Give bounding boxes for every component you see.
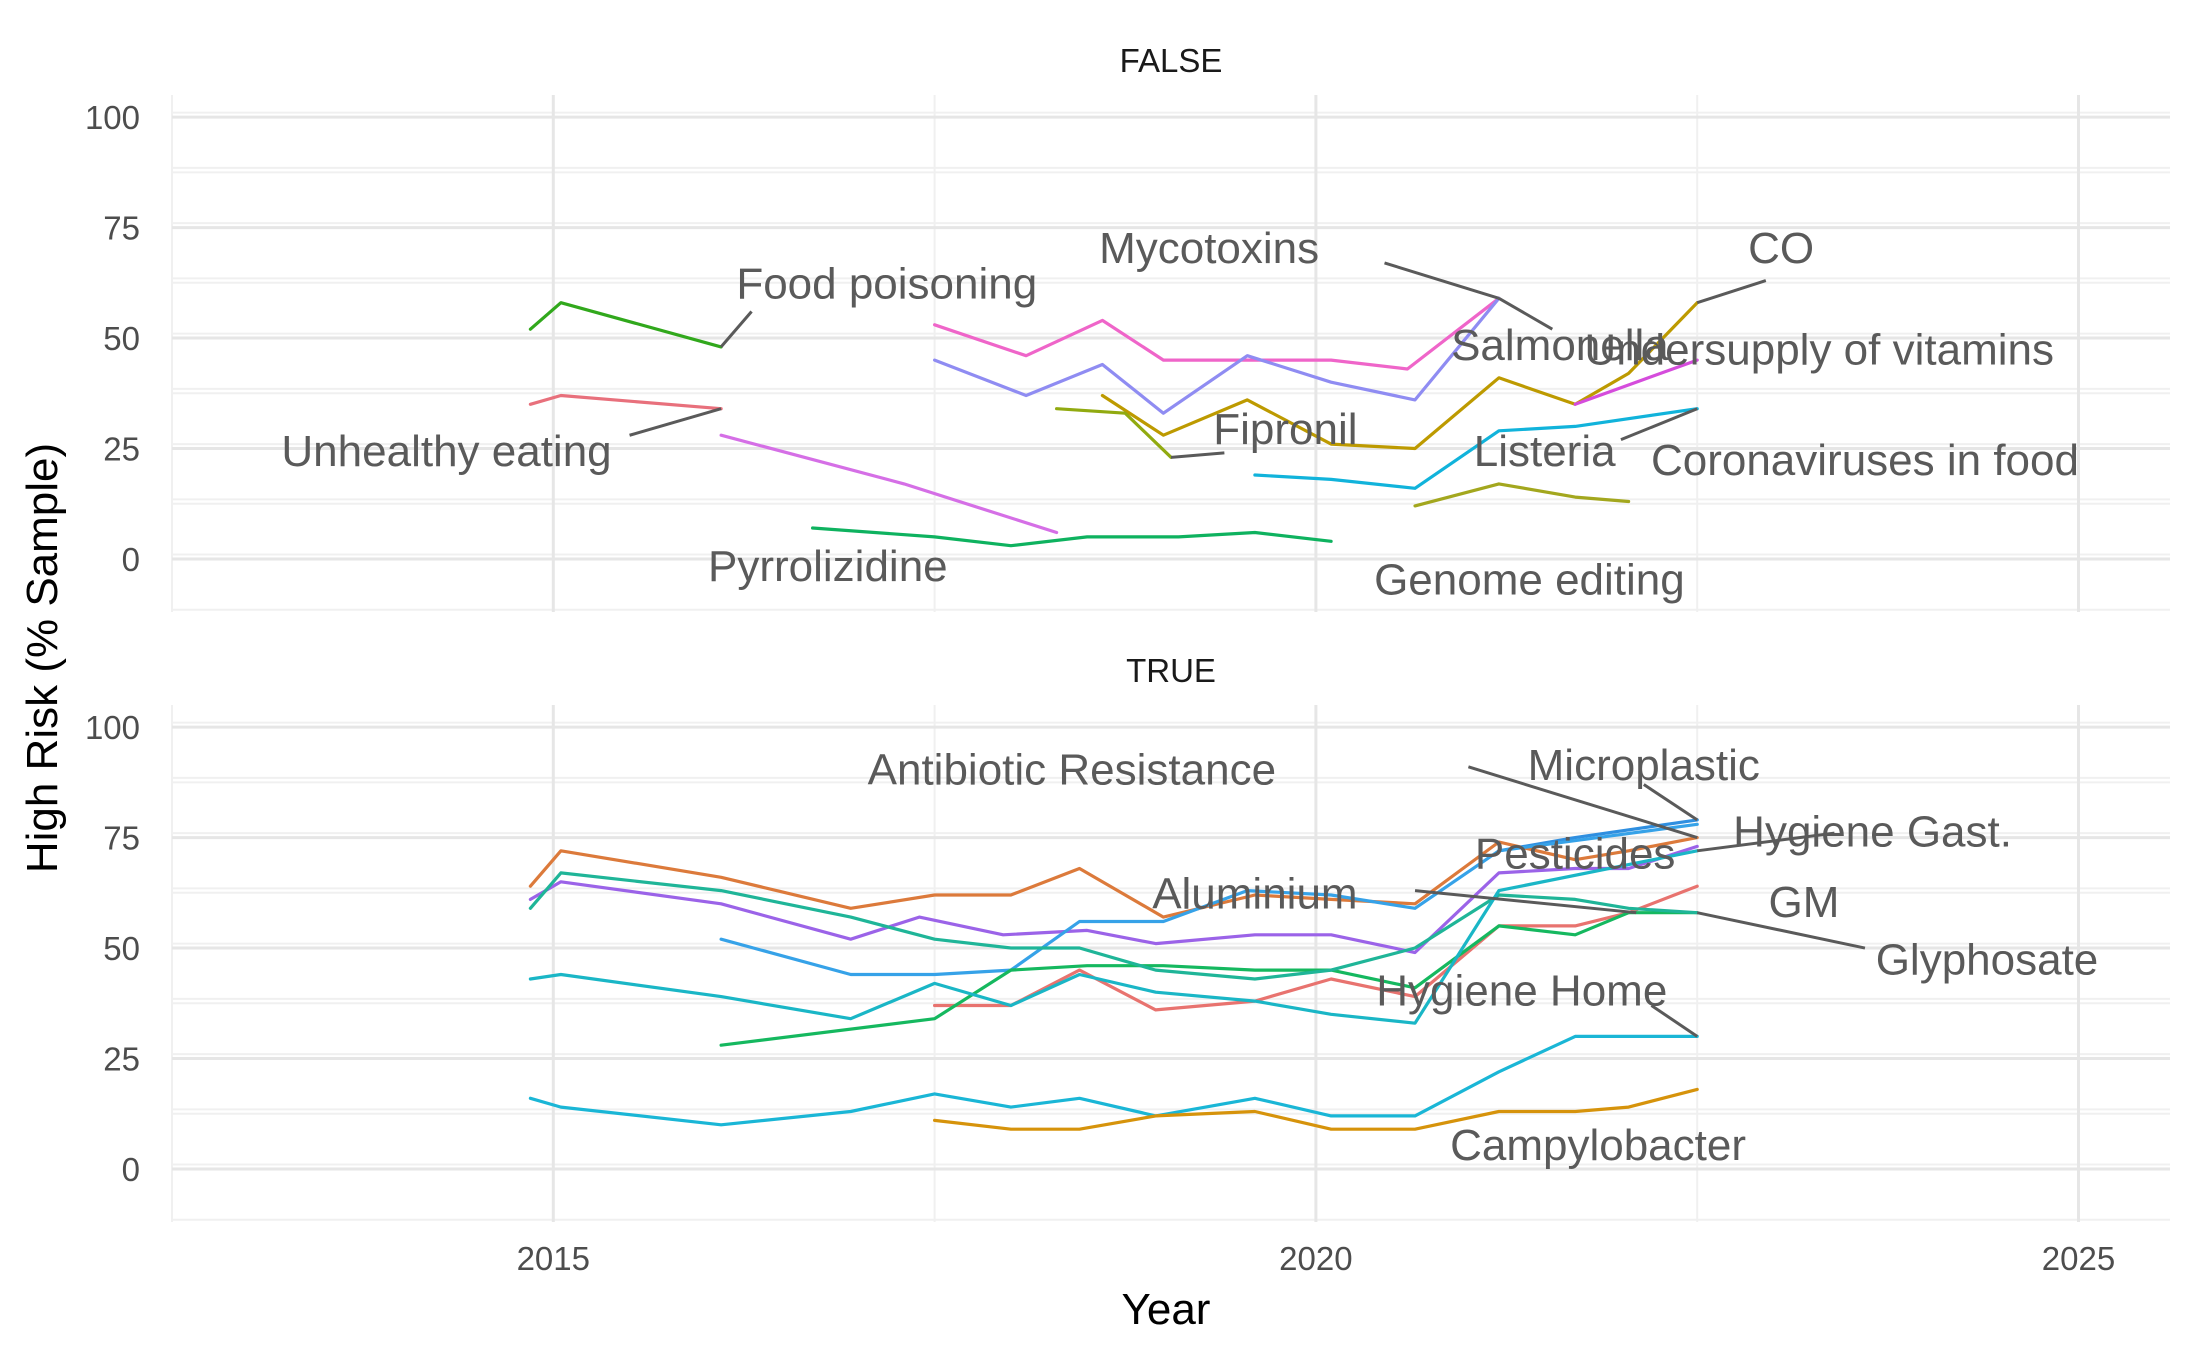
series-label-unhealthy-eating: Unhealthy eating: [281, 427, 611, 476]
series-line-salmonella: [932, 296, 1501, 415]
series-label-food-poisoning: Food poisoning: [736, 259, 1037, 308]
series-line-listeria: [1253, 407, 1699, 490]
facet-panel-false: FALSE 0 25 50 75 100 Food poisoning Unhealthy e…: [85, 42, 2170, 612]
series-line-unlabeled: [810, 526, 1333, 548]
series-label-gm: GM: [1769, 878, 1840, 927]
y-tick-label: 25: [103, 1041, 140, 1078]
series-label-hygiene-home: Hygiene Home: [1376, 966, 1667, 1015]
series-line-pyrrolizidine: [719, 433, 1059, 535]
facet-title: FALSE: [1120, 42, 1223, 79]
label-leader-co: [1696, 279, 1767, 305]
series-label-campylobacter: Campylobacter: [1450, 1121, 1746, 1170]
series-label-coronaviruses-in-food: Coronaviruses in food: [1651, 436, 2079, 485]
series-label-fipronil: Fipronil: [1213, 405, 1357, 454]
series-label-aluminium: Aluminium: [1152, 869, 1357, 918]
series-label-salmonella: Salmonella: [1451, 321, 1669, 370]
label-leader-food-poisoning: [719, 310, 753, 348]
chart-panels: 2015 2020 2025 FALSE 0 25 50 75 100 Food poisonin…: [85, 42, 2170, 1277]
series-line-undersupply-of-vitamins: [1573, 358, 1699, 406]
series-line-aluminium: [932, 884, 1699, 1012]
series-label-glyphosate: Glyphosate: [1876, 936, 2099, 985]
label-leader-antibiotic-resistance: [1467, 765, 1698, 839]
label-leader-aluminium: [1414, 889, 1637, 915]
series-line-food-poisoning: [528, 301, 723, 349]
label-leader-microplastic: [1642, 783, 1699, 822]
series-line-glyphosate: [528, 871, 1699, 981]
label-leader-unhealthy-eating: [629, 407, 722, 437]
y-tick-label: 50: [103, 930, 140, 967]
series-label-pesticides: Pesticides: [1475, 829, 1676, 878]
y-axis-title: High Risk (% Sample): [18, 443, 67, 873]
label-leader-hygiene-gast: [1696, 831, 1835, 853]
y-tick-label: 0: [122, 1151, 140, 1188]
y-tick-label: 0: [122, 541, 140, 578]
series-label-undersupply-of-vitamins: Undersupply of vitamins: [1584, 326, 2054, 375]
series-label-co: CO: [1748, 224, 1814, 273]
label-leader-mycotoxins: [1384, 261, 1500, 300]
series-line-antibiotic-resistance: [528, 835, 1699, 919]
y-tick-label: 100: [85, 709, 140, 746]
label-leader-fipronil: [1170, 451, 1225, 459]
y-tick-label: 50: [103, 320, 140, 357]
x-tick-label: 2015: [517, 1240, 590, 1277]
label-leader-listeria: [1620, 407, 1698, 442]
y-tick-label: 75: [103, 820, 140, 857]
series-line-co: [1100, 301, 1699, 451]
series-line-genome-editing: [1413, 482, 1631, 508]
series-label-mycotoxins: Mycotoxins: [1099, 224, 1319, 273]
label-leader-glyphosate: [1696, 911, 1866, 950]
series-line-mycotoxins: [932, 296, 1501, 371]
series-label-antibiotic-resistance: Antibiotic Resistance: [868, 746, 1276, 795]
series-line-pesticides: [719, 822, 1699, 977]
series-line-fipronil: [1054, 407, 1173, 459]
series-label-microplastic: Microplastic: [1528, 741, 1760, 790]
series-label-pyrrolizidine: Pyrrolizidine: [708, 542, 948, 591]
label-leader-salmonella: [1498, 296, 1554, 331]
series-label-genome-editing: Genome editing: [1374, 555, 1685, 604]
series-line-gm: [719, 911, 1699, 1047]
facet-title: TRUE: [1126, 652, 1216, 689]
series-line-unhealthy-eating: [528, 393, 723, 411]
series-line-campylobacter: [932, 1087, 1699, 1131]
facet-panel-true: TRUE 0 25 50 75 100 Antibiotic Resistance Micro…: [85, 652, 2170, 1222]
y-tick-label: 75: [103, 210, 140, 247]
series-line-hygiene-gast: [528, 844, 1699, 955]
x-tick-label: 2020: [1279, 1240, 1352, 1277]
series-label-listeria: Listeria: [1474, 427, 1616, 476]
x-axis-title: Year: [1122, 1285, 1211, 1334]
x-tick-label: 2025: [2042, 1240, 2115, 1277]
label-leader-hygiene-home: [1650, 1004, 1699, 1038]
series-label-hygiene-gast: Hygiene Gast.: [1733, 807, 2012, 856]
y-tick-label: 25: [103, 431, 140, 468]
y-tick-label: 100: [85, 99, 140, 136]
series-line-hygiene-home: [528, 849, 1699, 1025]
